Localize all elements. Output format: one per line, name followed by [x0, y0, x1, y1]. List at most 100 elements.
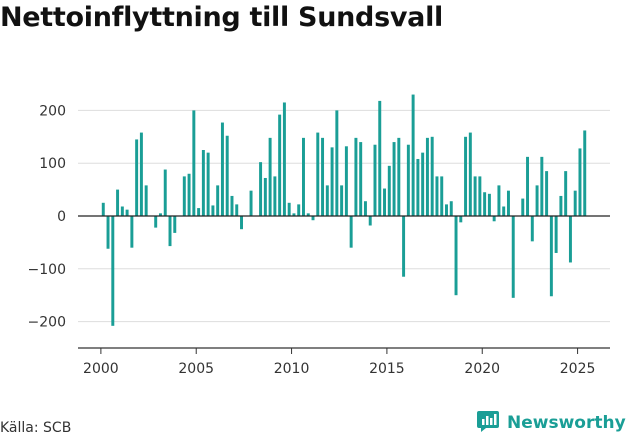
bar	[535, 185, 539, 216]
bar	[459, 216, 463, 223]
bar	[559, 195, 563, 216]
bar	[130, 216, 134, 248]
y-tick-label: −100	[28, 262, 66, 278]
y-tick-label: 100	[39, 156, 66, 172]
bar	[144, 185, 148, 216]
bar	[268, 137, 272, 216]
brand-logo[interactable]: Newsworthy	[475, 408, 626, 438]
bar	[354, 137, 358, 216]
bar	[373, 144, 377, 216]
bar	[330, 147, 334, 216]
bar	[406, 144, 410, 216]
bar	[302, 137, 305, 216]
bars	[101, 94, 587, 326]
bar	[368, 216, 372, 226]
bar	[478, 176, 482, 216]
bar	[568, 216, 572, 263]
x-tick-label: 2005	[178, 361, 214, 377]
bar	[435, 176, 439, 216]
bar	[158, 213, 162, 216]
bar	[154, 216, 158, 228]
chart-title: Nettoinflyttning till Sundsvall	[0, 2, 443, 33]
bar	[240, 216, 243, 230]
bar	[278, 114, 282, 216]
bar	[440, 176, 444, 216]
source-label: Källa: SCB	[0, 420, 72, 436]
bar	[230, 195, 234, 216]
bar	[287, 202, 291, 216]
bar	[497, 185, 501, 216]
bar	[297, 204, 301, 216]
bar	[282, 102, 286, 216]
bar	[225, 135, 229, 216]
x-tick-label: 2010	[274, 361, 310, 377]
bar	[425, 137, 429, 216]
bar	[502, 206, 506, 216]
bar	[106, 216, 110, 249]
bar	[487, 193, 491, 216]
bar	[402, 216, 406, 277]
bar	[521, 198, 525, 216]
bar	[449, 201, 453, 216]
bar	[197, 208, 201, 216]
bar	[387, 165, 391, 216]
bar	[173, 216, 177, 233]
bar	[135, 139, 139, 216]
bar	[349, 216, 353, 248]
newsworthy-logo-icon	[475, 408, 501, 438]
bar	[583, 130, 587, 216]
bar	[564, 171, 568, 216]
bar	[206, 152, 210, 216]
bar	[163, 169, 167, 216]
bar	[397, 137, 401, 216]
bar	[292, 213, 296, 216]
y-tick-label: 200	[39, 103, 66, 119]
bar	[526, 156, 530, 216]
bar	[192, 110, 196, 216]
bar	[411, 94, 415, 216]
bar	[120, 206, 124, 216]
bar	[492, 216, 496, 222]
bar	[464, 136, 468, 216]
bar	[139, 132, 143, 216]
bar	[483, 192, 487, 216]
bar	[554, 216, 558, 253]
bar	[325, 185, 329, 216]
bar	[235, 204, 239, 216]
bar	[216, 185, 220, 216]
bar	[182, 176, 186, 216]
bar	[545, 171, 549, 216]
x-tick-label: 2000	[83, 361, 119, 377]
bar	[168, 216, 172, 247]
bar	[263, 177, 267, 216]
bar	[445, 204, 448, 216]
bar	[259, 162, 263, 216]
bar	[340, 185, 344, 216]
bar	[306, 213, 310, 216]
bar	[111, 216, 115, 326]
bar	[201, 150, 205, 216]
y-tick-label: 0	[57, 209, 66, 225]
bar	[311, 216, 315, 221]
bar	[506, 190, 510, 216]
bar	[363, 201, 367, 216]
brand-name: Newsworthy	[507, 413, 626, 433]
bar	[321, 137, 325, 216]
gridlines	[78, 109, 610, 323]
bar	[578, 148, 582, 216]
bar	[359, 142, 363, 216]
bar	[530, 216, 534, 242]
bar	[335, 110, 339, 216]
bar	[101, 202, 105, 216]
x-tick-label: 2025	[560, 361, 596, 377]
bar	[454, 216, 458, 296]
bar	[378, 100, 382, 216]
bar	[116, 189, 120, 216]
bar	[187, 173, 191, 216]
bar	[273, 176, 277, 216]
bar	[540, 156, 544, 216]
bar	[549, 216, 553, 297]
bar	[468, 132, 472, 216]
bar	[249, 190, 253, 216]
